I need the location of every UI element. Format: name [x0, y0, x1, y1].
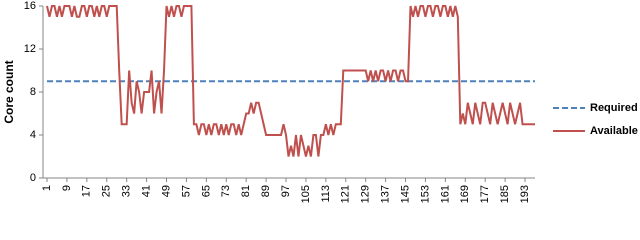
legend-label: Available	[590, 125, 638, 137]
series-line	[46, 5, 535, 157]
x-tick-label: 193	[519, 185, 531, 203]
y-tick-label: 0	[30, 172, 36, 184]
x-tick-label: 113	[320, 185, 332, 203]
y-tick-label: 16	[24, 0, 36, 12]
y-tick-label: 12	[24, 43, 36, 55]
x-tick-label: 145	[399, 185, 411, 203]
x-tick-label: 1	[41, 185, 53, 191]
x-tick-label: 137	[380, 185, 392, 203]
x-tick-label: 65	[200, 185, 212, 197]
x-tick-label: 177	[479, 185, 491, 203]
x-tick-label: 161	[439, 185, 451, 203]
x-tick-label: 33	[121, 185, 133, 197]
x-tick-label: 169	[459, 185, 471, 203]
x-tick-label: 9	[61, 185, 73, 191]
x-tick-label: 89	[260, 185, 272, 197]
y-tick-label: 4	[30, 129, 36, 141]
x-tick-label: 41	[140, 185, 152, 197]
x-tick-label: 105	[300, 185, 312, 203]
x-tick-label: 57	[180, 185, 192, 197]
x-tick-label: 49	[160, 185, 172, 197]
y-axis-title: Core count	[2, 60, 16, 123]
x-tick-label: 153	[419, 185, 431, 203]
legend-label: Required	[590, 102, 638, 114]
x-tick-label: 121	[340, 185, 352, 203]
x-tick-label: 81	[240, 185, 252, 197]
x-tick-label: 25	[101, 185, 113, 197]
x-tick-label: 17	[81, 185, 93, 197]
x-tick-label: 97	[280, 185, 292, 197]
x-tick-label: 129	[360, 185, 372, 203]
x-tick-label: 73	[220, 185, 232, 197]
x-tick-label: 185	[499, 185, 511, 203]
y-tick-label: 8	[30, 86, 36, 98]
